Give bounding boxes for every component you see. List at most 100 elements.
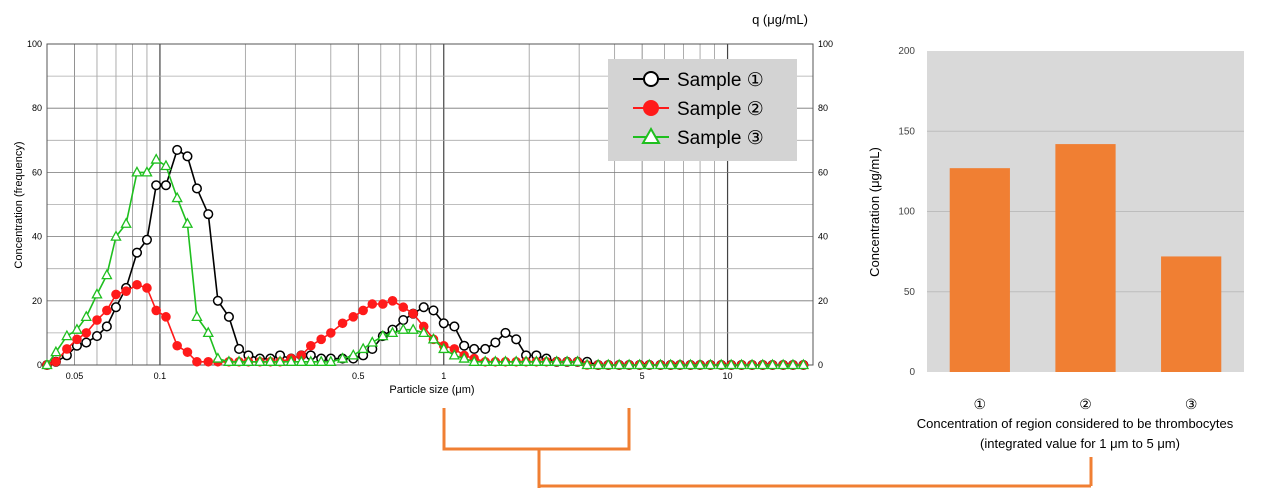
data-point: [142, 283, 152, 293]
data-point: [171, 191, 183, 203]
y2-tick-label: 100: [818, 39, 833, 49]
data-point: [305, 355, 317, 366]
y-axis-ticks: 0 20 40 60 80 100: [27, 39, 42, 370]
data-point: [295, 355, 308, 366]
data-point: [438, 318, 449, 329]
data-point: [499, 355, 512, 366]
data-point: [735, 358, 748, 370]
bar-x-axis-categories: ① ② ③: [974, 396, 1198, 412]
legend-label: Sample ①: [677, 70, 764, 91]
data-point: [797, 358, 810, 370]
data-point: [92, 315, 102, 325]
bar-category-label: ③: [1185, 396, 1198, 412]
data-point: [480, 343, 491, 355]
data-point: [571, 355, 584, 366]
legend-box: [608, 59, 797, 161]
data-point: [151, 180, 162, 191]
data-point: [623, 358, 635, 370]
bar-2: [1055, 144, 1116, 372]
data-point: [418, 302, 429, 313]
legend-item-sample-3: Sample ③: [633, 126, 764, 149]
data-point: [357, 342, 369, 354]
data-point: [725, 358, 737, 370]
data-point: [530, 355, 543, 366]
data-point: [182, 151, 193, 162]
data-point: [254, 355, 266, 366]
x-tick-label: 0.5: [352, 371, 365, 381]
data-point: [358, 305, 368, 316]
data-point: [264, 355, 277, 366]
data-point: [367, 299, 378, 309]
data-point: [212, 295, 223, 306]
data-point: [540, 355, 553, 366]
data-point: [326, 328, 336, 338]
data-point: [233, 355, 245, 366]
data-point: [50, 345, 62, 357]
data-point: [386, 326, 399, 338]
bracket-connector-line: [537, 449, 1093, 488]
data-point: [91, 331, 103, 342]
data-point: [489, 355, 502, 366]
legend-item-sample-2: Sample ②: [633, 99, 764, 120]
data-point: [366, 336, 378, 347]
bar-y-tick-label: 0: [909, 367, 915, 378]
data-point: [787, 358, 799, 370]
data-point: [613, 358, 625, 370]
y-tick-label: 0: [37, 360, 42, 370]
data-point: [561, 355, 573, 366]
data-point: [602, 358, 614, 370]
bar-category-label: ②: [1079, 396, 1092, 412]
y-tick-label: 20: [32, 296, 42, 306]
x-tick-label: 1: [441, 371, 446, 381]
data-point: [181, 217, 194, 228]
data-point: [715, 358, 727, 370]
data-point: [500, 327, 511, 338]
data-point: [212, 352, 224, 363]
data-point: [131, 166, 143, 177]
data-point: [684, 358, 697, 370]
data-point: [274, 355, 286, 366]
data-point: [101, 321, 112, 332]
legend-label: Sample ②: [677, 99, 764, 120]
data-point: [428, 305, 439, 316]
y-axis-label: Concentration (frequency): [13, 141, 25, 268]
y2-tick-label: 0: [818, 360, 823, 370]
data-point: [203, 209, 214, 220]
data-point: [161, 312, 171, 322]
data-point: [777, 358, 789, 370]
data-point: [551, 355, 563, 366]
data-point: [81, 328, 92, 338]
data-point: [377, 329, 389, 341]
data-point: [510, 355, 522, 366]
data-point: [490, 337, 501, 348]
data-point: [337, 318, 348, 329]
data-point: [151, 305, 161, 316]
data-point: [654, 358, 667, 370]
bar-1: [949, 168, 1010, 372]
data-point: [387, 296, 398, 306]
data-point: [408, 308, 418, 319]
data-point: [81, 337, 92, 348]
y-tick-label: 100: [27, 39, 42, 49]
data-point: [191, 310, 203, 322]
data-point: [203, 356, 214, 367]
data-point: [305, 340, 316, 351]
data-point: [51, 356, 61, 367]
data-point: [418, 326, 430, 338]
bar-3: [1161, 256, 1222, 372]
y2-tick-label: 80: [818, 103, 828, 113]
data-point: [110, 302, 122, 313]
data-point: [72, 334, 82, 345]
x-tick-label: 0.05: [66, 371, 84, 381]
data-point: [643, 358, 656, 370]
series-2: [42, 279, 809, 370]
data-point: [62, 344, 72, 354]
data-point: [80, 310, 92, 322]
data-point: [160, 180, 172, 191]
data-point: [581, 358, 593, 370]
bar-category-label: ①: [974, 396, 987, 412]
data-point: [757, 358, 769, 370]
legend-marker-open-circle: [643, 71, 659, 87]
data-point: [131, 247, 143, 258]
bar-y-axis-label: Concentration (μg/mL): [867, 147, 882, 277]
